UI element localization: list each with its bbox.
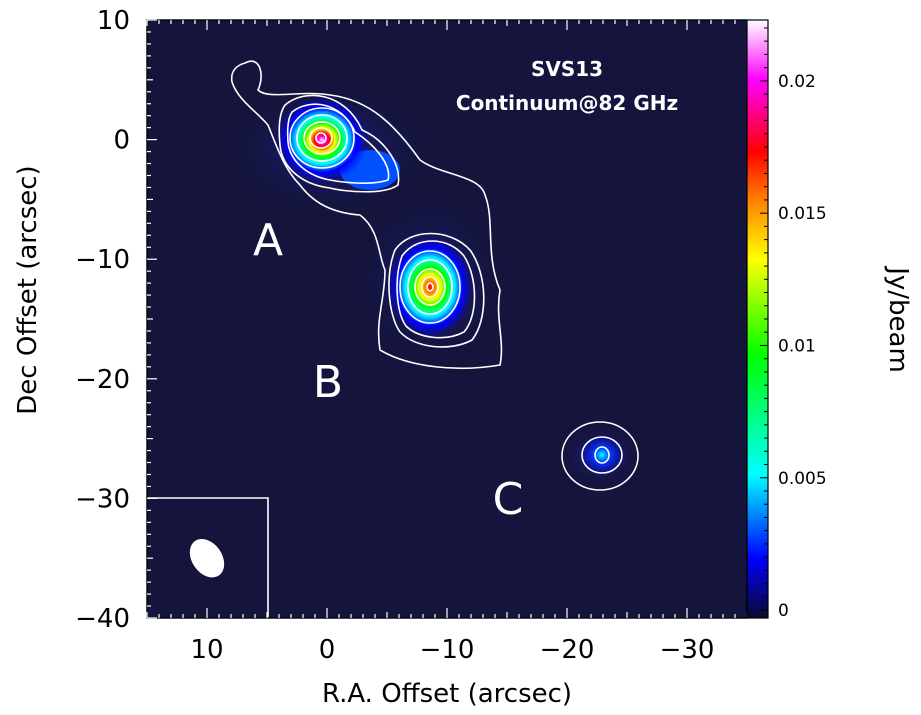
source-b-contour-2 [396,240,476,339]
y-tick-label: 0 [113,126,130,156]
x-axis-title: R.A. Offset (arcsec) [322,679,572,709]
source-c-contour-3 [594,446,610,464]
y-tick-label: −30 [75,484,130,514]
beam-box [147,497,269,618]
source-b-contour-3 [399,250,461,324]
colorbar-title: Jy/beam [883,265,913,373]
source-b-contour-4 [407,259,453,315]
source-label-b: B [313,357,343,408]
source-b-contour-6 [421,276,439,298]
source-a-contour-7 [315,132,327,144]
y-axis-title: Dec Offset (arcsec) [13,165,43,414]
y-tick-label: −40 [75,604,130,634]
x-tick-label: 0 [319,635,336,665]
outer-contour [230,60,503,370]
source-label-c: C [493,474,524,525]
colorbar-tick-label: 0.02 [778,72,816,92]
source-c-contour-1 [561,421,639,491]
y-tick-label: −10 [75,245,130,275]
source-a-contour-5 [303,121,341,155]
source-b-contour-7 [426,282,434,292]
source-label-a: A [253,215,283,266]
x-axis: 10 0 −10 −20 −30 [146,20,748,665]
colorbar-tick-label: 0.015 [778,204,827,224]
colorbar-tick-label: 0.005 [778,469,827,489]
contours [230,60,639,491]
x-tick-label: 10 [190,635,223,665]
y-tick-label: 10 [97,6,130,36]
source-a-contour-3 [289,107,355,169]
y-axis: 10 0 −10 −20 −30 −40 [75,6,157,634]
colorbar-ticks: 0 0.005 0.01 0.015 0.02 [760,27,827,621]
annotation-object: SVS13 [531,57,603,81]
colorbar-tick-label: 0 [778,601,789,621]
source-a-contour-1 [278,94,400,193]
x-tick-label: −30 [660,635,715,665]
source-b-contour-5 [414,268,446,306]
x-tick-label: −10 [420,635,475,665]
source-c-contour-2 [581,436,623,474]
colorbar-tick-label: 0.01 [778,336,816,356]
source-a-contour-4 [296,114,348,162]
source-b-contour-1 [388,232,485,348]
y-tick-label: −20 [75,365,130,395]
source-a-contour-6 [309,127,333,149]
emission-map [147,60,645,618]
source-a-emission [276,97,368,183]
source-c-emission [580,435,624,475]
x-tick-label: −20 [540,635,595,665]
annotation-frequency: Continuum@82 GHz [456,91,678,115]
beam-ellipse [189,538,225,578]
